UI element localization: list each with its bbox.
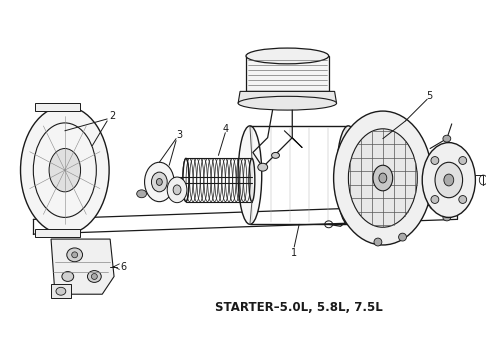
Polygon shape [35,229,79,237]
Ellipse shape [67,248,82,262]
Ellipse shape [379,173,387,183]
Text: 2: 2 [109,111,115,121]
Ellipse shape [167,177,187,203]
Ellipse shape [373,165,392,191]
Ellipse shape [173,185,181,195]
Ellipse shape [72,252,77,258]
Ellipse shape [348,129,417,227]
Ellipse shape [337,126,360,224]
Ellipse shape [156,179,162,185]
Ellipse shape [435,162,463,198]
Ellipse shape [88,271,101,282]
Text: 5: 5 [426,91,432,101]
Ellipse shape [443,214,451,221]
Ellipse shape [431,157,439,165]
Polygon shape [246,56,329,91]
Ellipse shape [443,135,451,142]
Ellipse shape [49,148,80,192]
Ellipse shape [62,271,74,282]
Text: 3: 3 [176,130,182,140]
Text: 1: 1 [291,248,297,258]
Ellipse shape [444,174,454,186]
Ellipse shape [137,190,147,198]
Ellipse shape [238,126,262,224]
Ellipse shape [344,181,352,188]
Polygon shape [238,91,337,103]
Ellipse shape [431,195,439,203]
Polygon shape [51,284,71,298]
Ellipse shape [374,238,382,246]
Ellipse shape [151,172,167,192]
Ellipse shape [271,152,279,158]
Ellipse shape [258,163,268,171]
Text: STARTER–5.0L, 5.8L, 7.5L: STARTER–5.0L, 5.8L, 7.5L [216,301,383,315]
Text: 6: 6 [121,262,127,272]
Ellipse shape [56,287,66,295]
Polygon shape [35,103,79,111]
Ellipse shape [238,96,337,110]
Ellipse shape [459,195,466,203]
Ellipse shape [459,157,466,165]
Ellipse shape [422,143,475,217]
Ellipse shape [92,274,98,279]
Ellipse shape [398,233,407,241]
Ellipse shape [145,162,174,202]
Ellipse shape [21,106,109,234]
Ellipse shape [246,48,329,64]
Polygon shape [51,239,114,294]
Text: 4: 4 [222,124,228,134]
Ellipse shape [334,111,432,245]
